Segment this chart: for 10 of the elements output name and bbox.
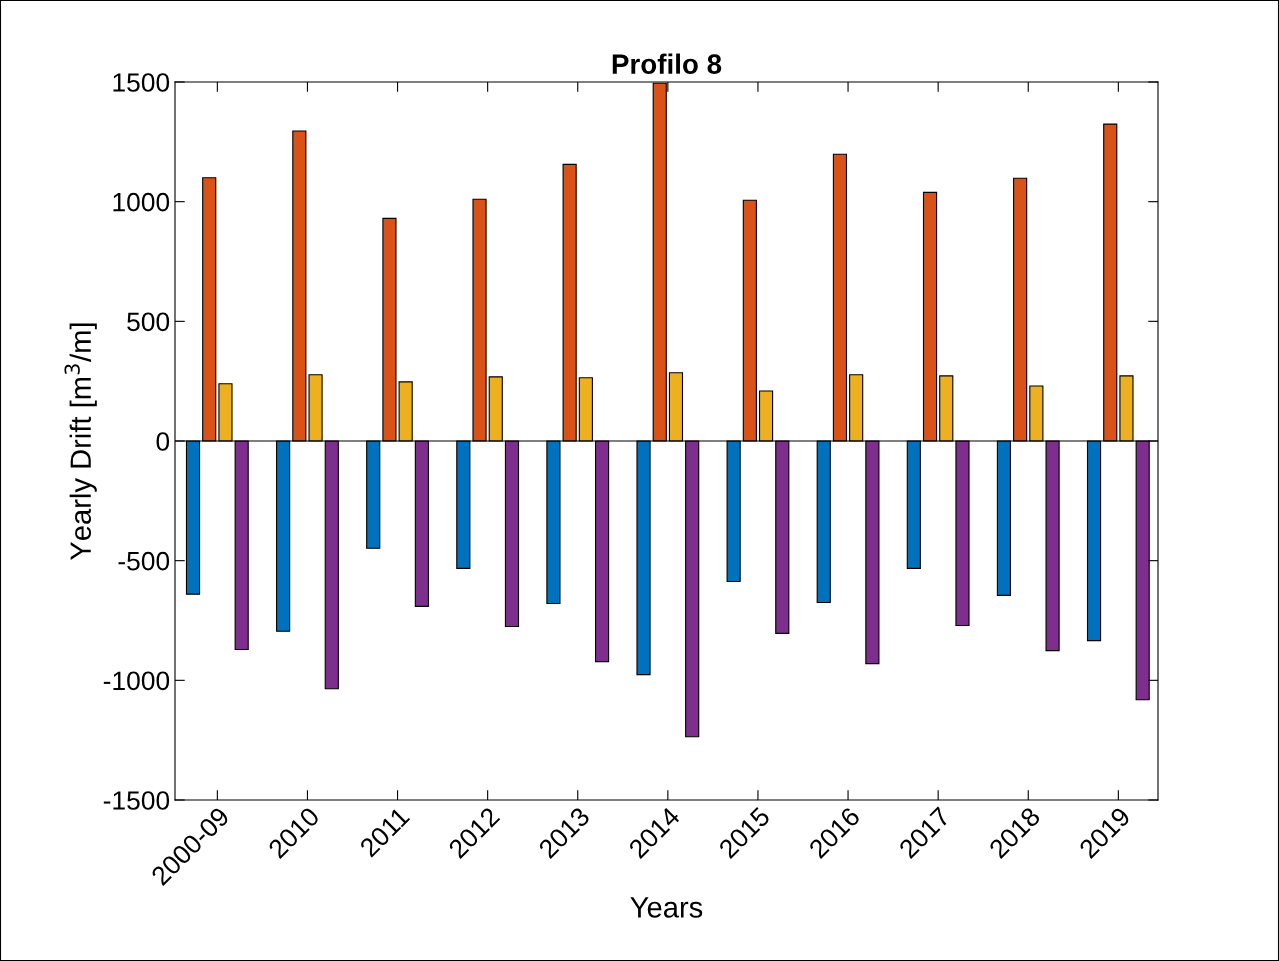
y-tick-label: 500 [127,312,170,332]
chart-title: Profilo 8 [612,53,722,74]
y-tick-label: 0 [156,432,170,451]
x-axis-title: Years [630,897,703,918]
y-tick-label: 1000 [113,192,170,212]
y-tick-label: 1500 [113,73,170,92]
y-tick-label: -500 [118,551,170,571]
y-tick-label: -1000 [103,671,170,691]
y-axis-title: Yearly Drift [m$^{3}$/m] [64,323,97,561]
y-tick-label: -1500 [103,791,170,810]
